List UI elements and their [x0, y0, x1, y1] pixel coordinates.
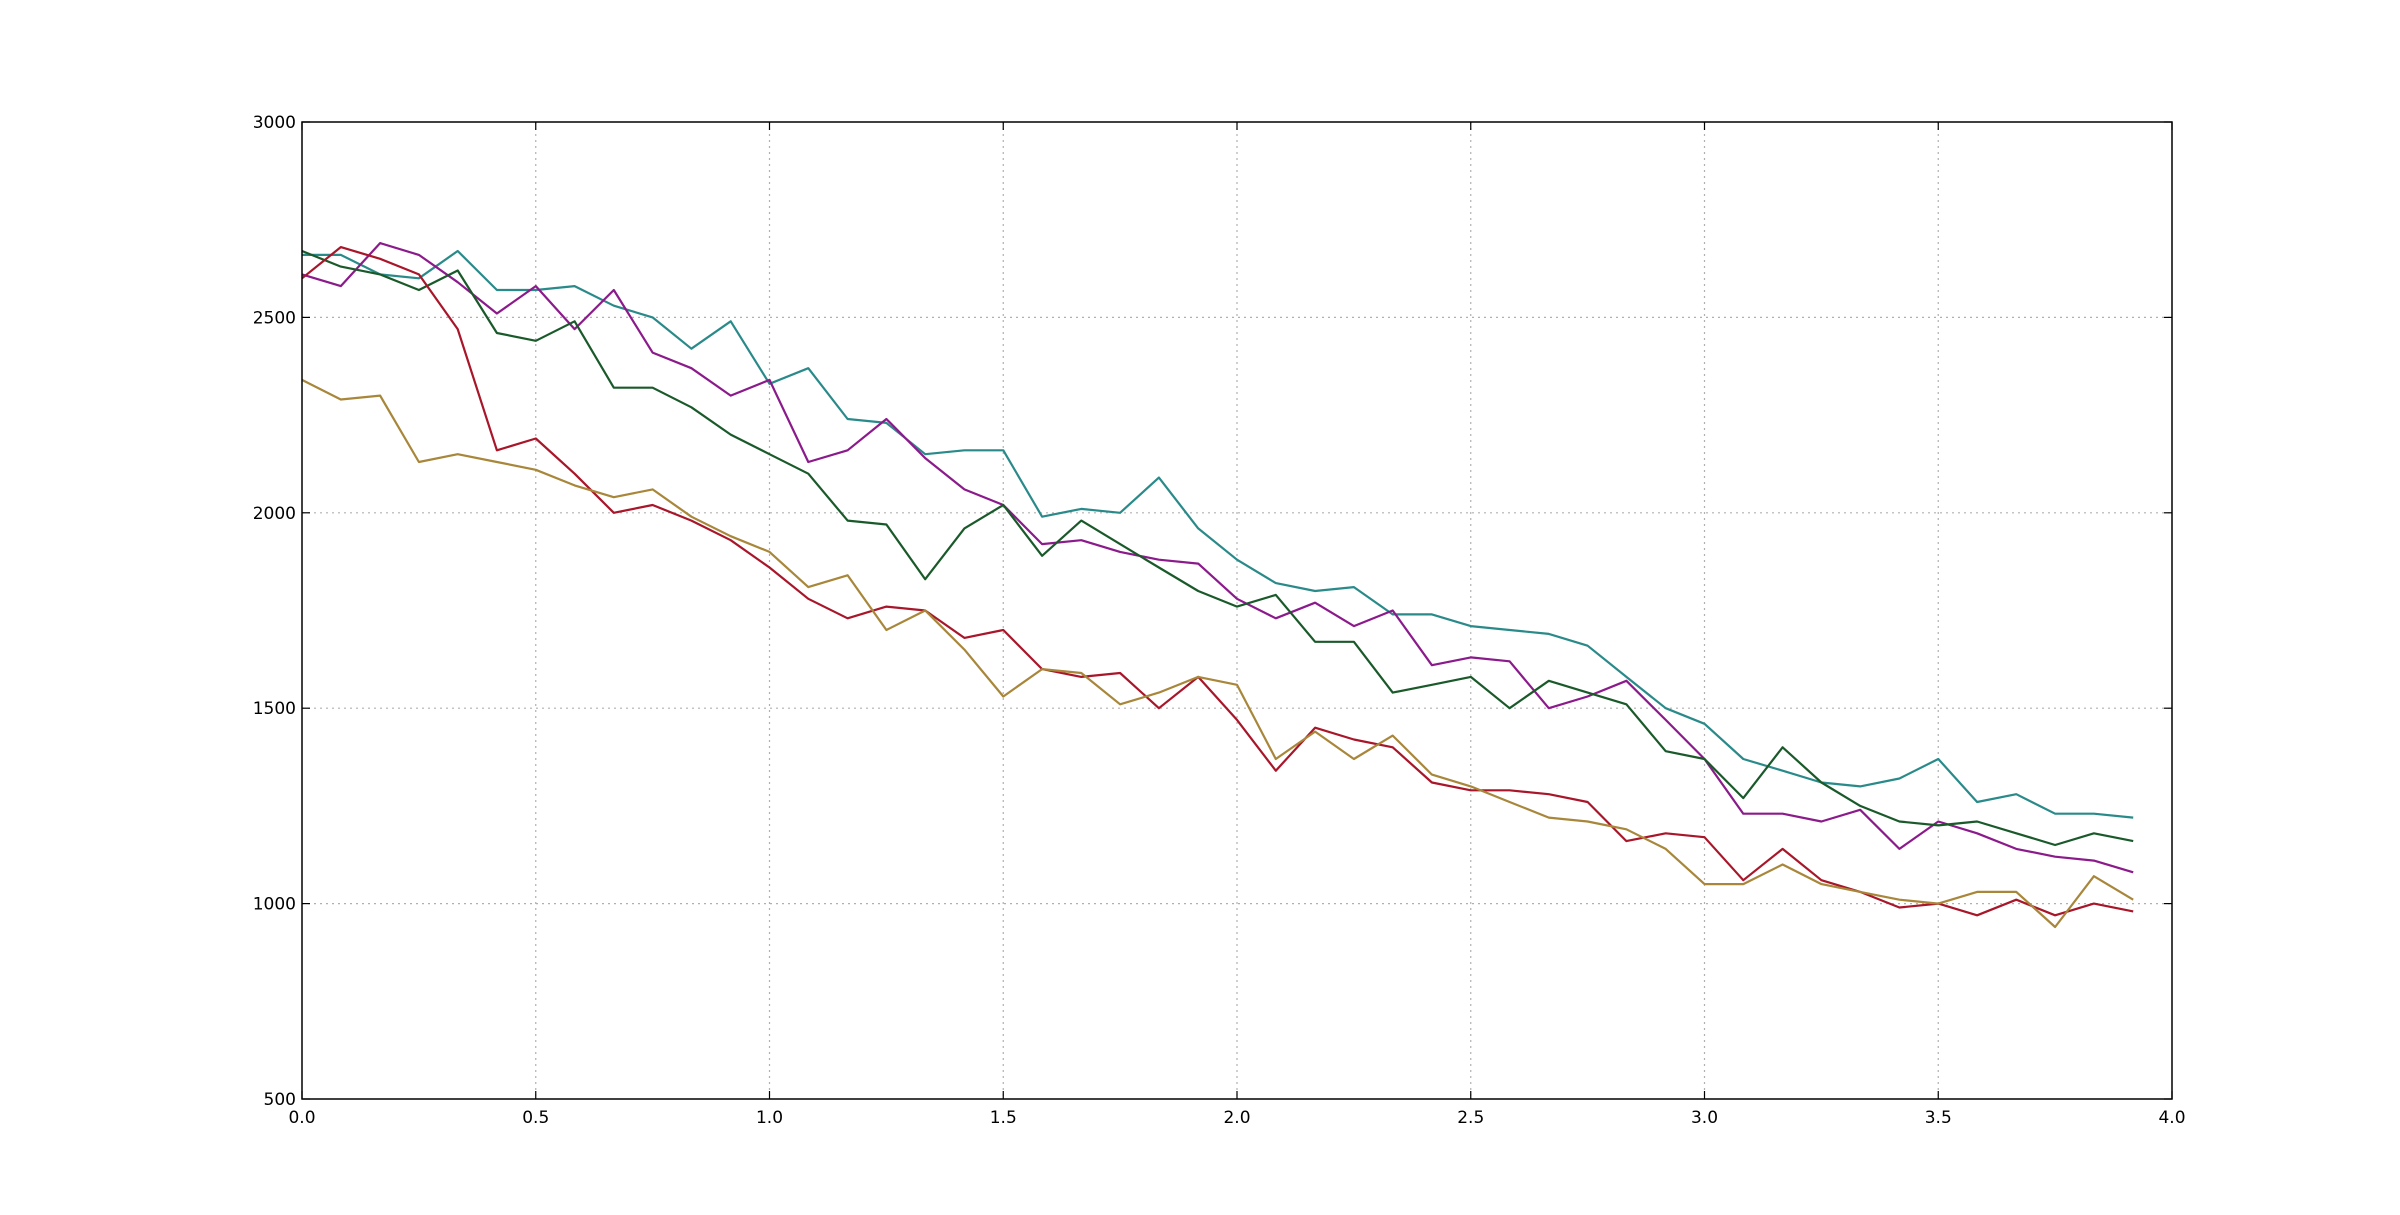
plot-frame [301, 121, 2173, 1100]
y-tick-label: 3000 [253, 113, 296, 133]
series-line-3 [301, 249, 2134, 847]
x-tick-label: 0.5 [522, 1108, 549, 1128]
y-tick-label: 1000 [253, 895, 296, 915]
x-tick-label: 3.5 [1925, 1108, 1952, 1128]
series-line-1 [302, 249, 2134, 819]
x-tick-labels: 0.0 0.5 1.0 1.5 2.0 2.5 3.0 3.5 4.0 [288, 1108, 2185, 1128]
grid [302, 122, 2172, 1099]
series-line-4 [301, 246, 2134, 917]
x-tick-label: 2.0 [1223, 1108, 1250, 1128]
y-tick-label: 2000 [253, 504, 296, 524]
series-lines [301, 242, 2134, 929]
y-tick-label: 1500 [253, 699, 296, 719]
x-tick-label: 1.5 [990, 1108, 1017, 1128]
series-line-2 [301, 242, 2134, 874]
axis-ticks [301, 121, 2173, 1100]
y-tick-label: 2500 [253, 308, 296, 328]
y-tick-label: 500 [264, 1090, 296, 1110]
x-tick-label: 0.0 [288, 1108, 315, 1128]
series-line-5 [301, 378, 2134, 929]
y-tick-labels: 500 1000 1500 2000 2500 3000 [253, 113, 296, 1110]
x-tick-label: 2.5 [1457, 1108, 1484, 1128]
x-tick-label: 1.0 [756, 1108, 783, 1128]
x-tick-label: 4.0 [2158, 1108, 2185, 1128]
x-tick-label: 3.0 [1691, 1108, 1718, 1128]
